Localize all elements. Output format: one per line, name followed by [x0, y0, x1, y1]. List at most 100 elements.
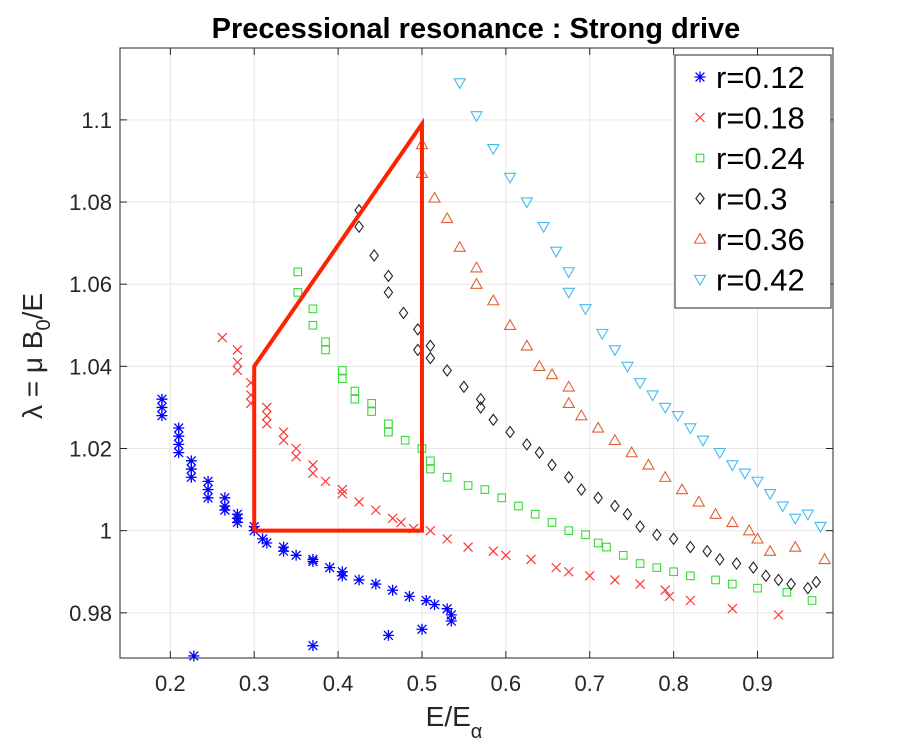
data-point — [420, 594, 432, 606]
data-point — [202, 492, 214, 504]
data-point — [217, 332, 228, 343]
data-point — [564, 526, 574, 536]
data-point — [731, 557, 742, 570]
data-point — [773, 609, 784, 620]
data-point — [398, 306, 409, 320]
data-point — [727, 603, 738, 614]
data-point — [818, 552, 832, 565]
legend-marker — [693, 274, 707, 287]
data-point — [387, 584, 399, 596]
data-point — [369, 249, 379, 262]
legend-label: r=0.36 — [716, 222, 805, 257]
data-point — [463, 542, 474, 553]
data-point — [671, 410, 685, 423]
data-point — [773, 573, 784, 587]
data-point — [660, 585, 671, 596]
data-point — [625, 446, 639, 458]
data-point — [425, 339, 436, 353]
data-point — [549, 246, 563, 258]
data-point — [738, 468, 752, 480]
data-point — [425, 525, 436, 536]
data-point — [753, 583, 762, 593]
data-point — [337, 374, 347, 384]
data-point — [470, 111, 483, 123]
y-tick-label: 1.08 — [69, 190, 112, 215]
y-tick-label: 1.1 — [81, 108, 112, 133]
data-point — [788, 540, 802, 552]
series-4 — [415, 137, 832, 565]
data-point — [621, 361, 634, 373]
data-point — [696, 435, 710, 447]
data-point — [337, 488, 348, 499]
data-point — [231, 516, 243, 528]
data-point — [445, 609, 457, 621]
data-point — [445, 615, 457, 627]
legend-marker — [695, 153, 705, 163]
data-point — [156, 401, 168, 413]
data-point — [156, 393, 168, 405]
data-point — [336, 570, 348, 582]
series-5 — [453, 78, 827, 534]
data-points — [156, 78, 832, 662]
data-point — [593, 538, 603, 548]
data-point — [383, 269, 394, 283]
data-point — [646, 390, 660, 402]
data-point — [488, 546, 499, 557]
data-point — [788, 513, 802, 525]
data-point — [307, 640, 319, 652]
data-point — [232, 344, 243, 355]
data-point — [692, 495, 706, 507]
data-point — [742, 524, 756, 536]
data-point — [727, 579, 737, 589]
ticks — [120, 48, 833, 658]
data-point — [350, 386, 360, 396]
data-point — [470, 261, 483, 273]
data-point — [652, 528, 662, 542]
resonance-region-outline — [252, 117, 424, 533]
data-point — [579, 304, 592, 316]
data-point — [497, 493, 507, 503]
data-point — [713, 447, 727, 460]
data-point — [763, 544, 777, 556]
data-point — [307, 555, 319, 567]
data-point — [261, 410, 272, 421]
data-point — [714, 552, 725, 566]
data-point — [188, 650, 200, 662]
data-point — [367, 407, 376, 416]
data-point — [232, 365, 243, 376]
data-point — [602, 542, 611, 552]
data-point — [202, 475, 214, 487]
data-point — [441, 603, 453, 615]
data-point — [811, 575, 822, 589]
data-point — [278, 545, 290, 557]
data-point — [576, 483, 587, 496]
data-point — [232, 357, 243, 368]
data-point — [547, 518, 557, 527]
data-point — [370, 578, 382, 590]
data-point — [480, 485, 490, 494]
data-point — [520, 197, 534, 209]
data-point — [675, 482, 689, 495]
data-point — [459, 380, 469, 394]
x-tick-label: 0.7 — [574, 671, 605, 696]
data-point — [185, 471, 197, 483]
data-point — [354, 496, 364, 507]
data-point — [261, 537, 273, 549]
data-point — [350, 394, 360, 404]
data-point — [635, 559, 645, 568]
legend-label: r=0.3 — [716, 182, 788, 217]
data-point — [353, 574, 365, 586]
data-point — [261, 418, 272, 429]
data-point — [202, 484, 214, 496]
data-point — [486, 143, 500, 156]
legend-label: r=0.24 — [716, 141, 805, 176]
data-point — [503, 172, 517, 185]
data-point — [400, 435, 410, 445]
tick-labels: 0.2 0.3 0.4 0.5 0.6 0.7 0.8 0.9 0.98 1 1.02 1.04 1.0… — [69, 108, 773, 696]
data-point — [547, 458, 557, 472]
data-point — [278, 427, 289, 437]
data-point — [609, 575, 620, 585]
data-point — [776, 501, 790, 513]
legend-label: r=0.42 — [716, 263, 805, 298]
chart-title: Precessional resonance : Strong drive — [212, 13, 741, 45]
